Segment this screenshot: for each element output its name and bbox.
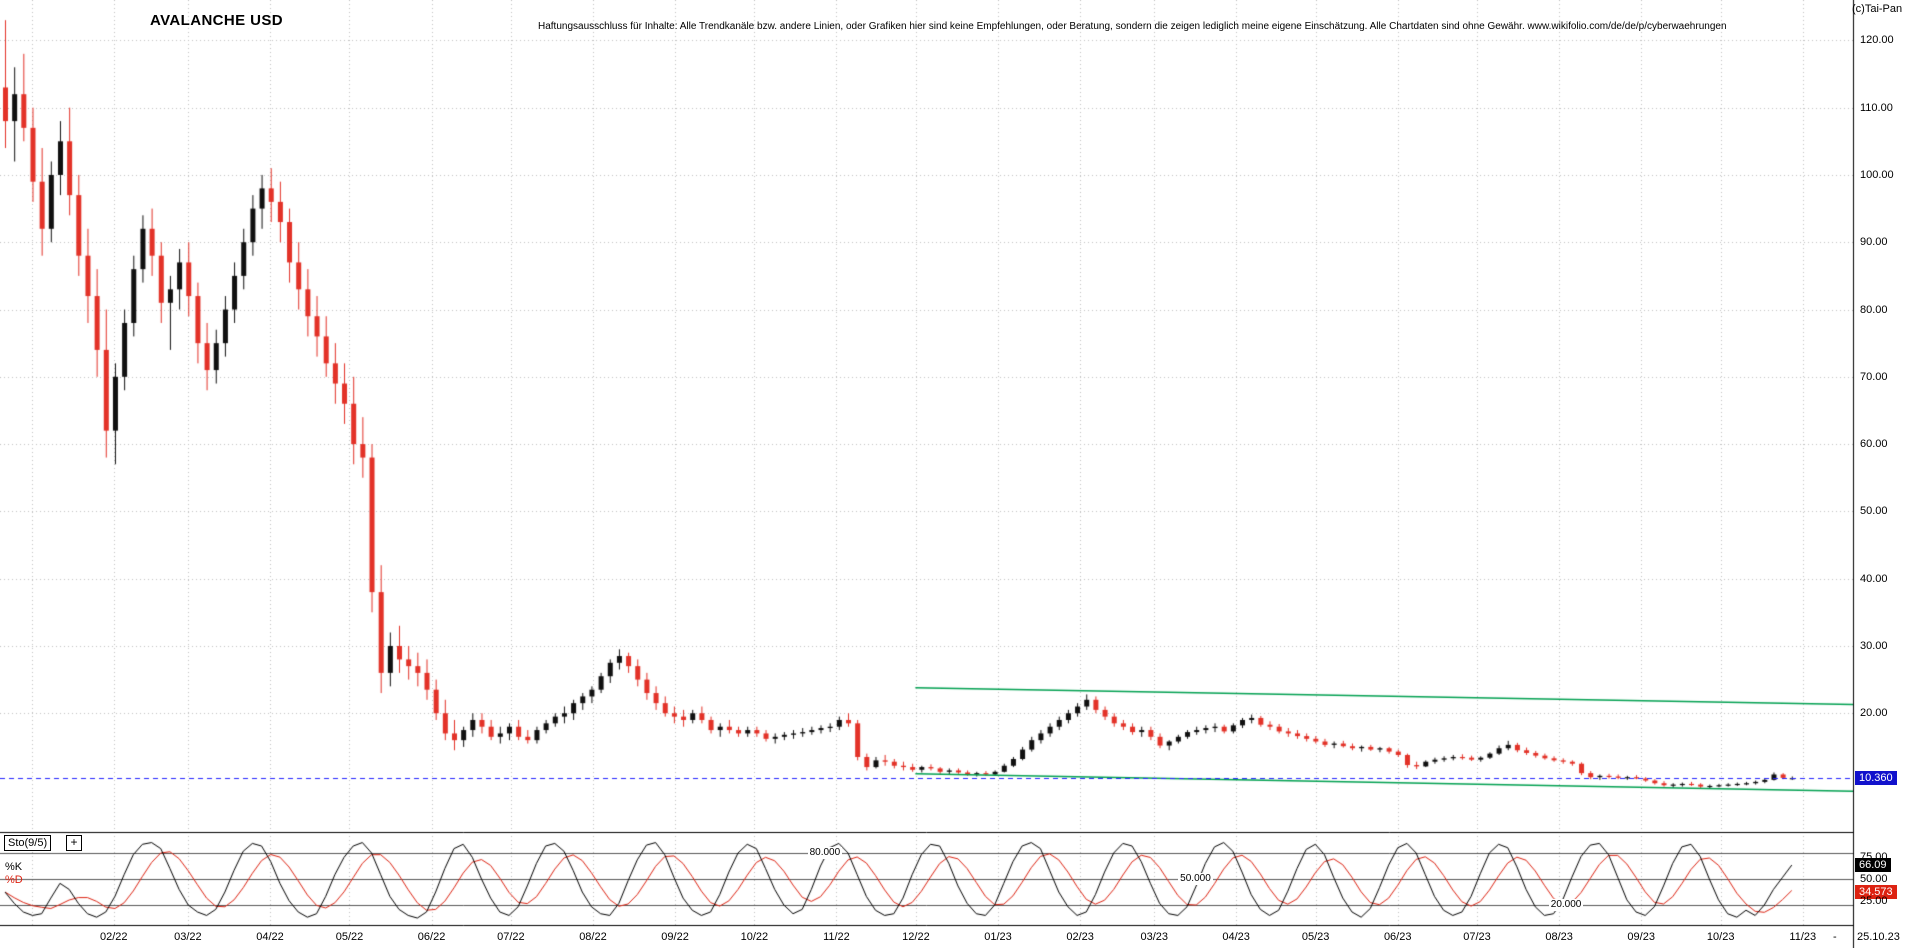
price-axis-label: 90.00 (1860, 236, 1888, 249)
time-axis-label: 06/23 (1383, 931, 1412, 943)
time-axis-label: 02/23 (1066, 931, 1094, 943)
price-axis-label: 120.00 (1860, 34, 1894, 47)
time-axis-label: 09/23 (1627, 931, 1655, 943)
price-axis-label: 100.00 (1860, 168, 1894, 181)
price-axis-label: 60.00 (1860, 438, 1888, 451)
time-axis-label: 08/22 (579, 931, 607, 943)
disclaimer-text: Haftungsausschluss für Inhalte: Alle Tre… (538, 21, 1727, 32)
stochastic-level-label: 20.000 (1548, 899, 1584, 912)
price-axis: 10.360 66.09 34.573 120.00 110.00 100.00 90… (1855, 0, 1916, 948)
price-axis-label: 20.00 (1860, 707, 1888, 720)
stochastic-k-value-badge: 66.09 (1855, 858, 1891, 873)
time-axis-label: 11/23 (1789, 931, 1817, 943)
time-axis-label: 06/22 (417, 931, 446, 943)
time-axis-label: 03/23 (1140, 931, 1168, 943)
time-axis-label: 10/22 (740, 931, 769, 943)
time-axis-label: 07/22 (497, 931, 525, 943)
stochastic-axis-label: 50.00 (1860, 873, 1888, 885)
axis-dash-label: - (1833, 931, 1837, 943)
time-axis-label: 05/22 (335, 931, 364, 943)
chart-title: AVALANCHE USD (150, 12, 283, 29)
indicator-expand-button[interactable]: + (66, 835, 82, 851)
time-axis-label: 03/22 (174, 931, 202, 943)
stochastic-level-label: 80.000 (807, 846, 843, 859)
price-axis-label: 80.00 (1860, 303, 1888, 316)
stochastic-level-label: 50.000 (1178, 873, 1213, 885)
price-axis-label: 50.00 (1860, 505, 1888, 518)
stochastic-d-label: %D (5, 874, 23, 886)
time-axis-label: 04/22 (256, 931, 284, 943)
copyright-label: (c)Tai-Pan (1852, 3, 1903, 15)
time-axis-label: 01/23 (984, 931, 1012, 943)
stochastic-axis-label: 75.00 (1860, 851, 1888, 864)
time-axis-label: 07/23 (1463, 931, 1491, 943)
stochastic-k-label: %K (5, 861, 23, 873)
price-axis-label: 110.00 (1860, 101, 1893, 114)
stochastic-axis-label: 25.00 (1860, 894, 1888, 907)
time-axis: - 02/22 03/22 04/22 05/22 06/22 07/22 08/22 09/… (0, 929, 1916, 948)
time-axis-label: 09/22 (661, 931, 689, 943)
price-axis-label: 30.00 (1860, 639, 1888, 652)
stochastic-d-value-badge: 34.573 (1855, 885, 1897, 900)
time-axis-label: 05/23 (1301, 931, 1330, 943)
time-axis-label: 04/23 (1222, 931, 1250, 943)
time-axis-label: 02/22 (100, 931, 128, 943)
price-axis-label: 40.00 (1860, 572, 1888, 585)
last-date-label: 25.10.23 (1857, 931, 1900, 943)
price-axis-label: 70.00 (1860, 370, 1888, 383)
time-axis-label: 12/22 (902, 931, 930, 943)
last-price-badge: 10.360 (1855, 771, 1897, 786)
time-axis-label: 11/22 (823, 931, 850, 943)
stochastic-indicator-label: Sto(9/5) (4, 835, 52, 851)
time-axis-label: 10/23 (1706, 931, 1735, 943)
time-axis-label: 08/23 (1545, 931, 1573, 943)
